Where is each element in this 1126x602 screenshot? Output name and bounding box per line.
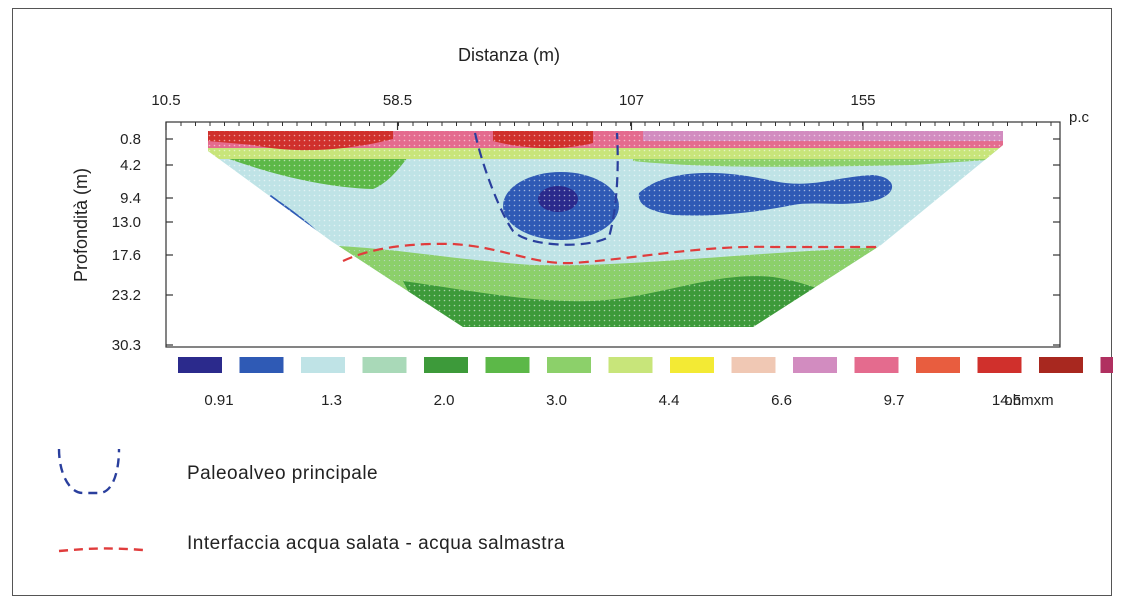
plot-border <box>165 121 1061 348</box>
colorbar-unit: ohmxm <box>1004 392 1053 409</box>
colorbar-swatch <box>547 357 591 373</box>
y-tick-label: 17.6 <box>112 247 141 264</box>
y-axis-title: Profondità (m) <box>71 168 91 282</box>
y-tick-label: 4.2 <box>120 157 141 174</box>
colorbar-swatch <box>178 357 222 373</box>
colorbar-swatch <box>977 357 1022 373</box>
x-tick-label: 155 <box>850 92 875 109</box>
colorbar-swatch <box>1100 357 1126 373</box>
legend-label-paleoalveo: Paleoalveo principale <box>187 463 378 484</box>
colorbar-label: 4.4 <box>659 392 680 409</box>
x-tick-label: 107 <box>619 92 644 109</box>
legend-label-interface: Interfaccia acqua salata - acqua salmast… <box>187 533 565 554</box>
y-tick-label: 23.2 <box>112 287 141 304</box>
colorbar-swatch <box>854 357 899 373</box>
x-axis-title: Distanza (m) <box>458 45 560 65</box>
colorbar-label: 3.0 <box>546 392 567 409</box>
colorbar-label: 0.91 <box>204 392 233 409</box>
colorbar-swatch <box>1039 357 1083 373</box>
x-axis-ticks: 10.5 58.5 107 155 <box>151 92 1052 130</box>
resistivity-section-chart: Distanza (m) Profondità (m) 10.5 58.5 107 1… <box>57 45 1126 554</box>
interface-line-icon <box>58 547 144 553</box>
colorbar <box>178 357 1126 373</box>
y-tick-label: 0.8 <box>120 131 141 148</box>
colorbar-labels: 0.91 1.3 2.0 3.0 4.4 6.6 9.7 14.5 <box>204 392 1021 409</box>
colorbar-swatch <box>301 357 345 373</box>
y-tick-label: 13.0 <box>112 214 141 231</box>
y-tick-label: 30.3 <box>112 337 141 354</box>
colorbar-swatch <box>670 357 714 373</box>
surface-label: p.c <box>1069 109 1090 126</box>
colorbar-label: 1.3 <box>321 392 342 409</box>
colorbar-swatch <box>793 357 837 373</box>
salt-brackish-interface-line <box>342 242 879 265</box>
colorbar-label: 2.0 <box>434 392 455 409</box>
y-tick-label: 9.4 <box>120 190 141 207</box>
colorbar-swatch <box>916 357 960 373</box>
x-tick-label: 10.5 <box>151 92 180 109</box>
colorbar-swatch <box>362 357 407 373</box>
colorbar-swatch <box>424 357 468 373</box>
colorbar-label: 6.6 <box>771 392 792 409</box>
colorbar-label: 9.7 <box>884 392 905 409</box>
y-axis-ticks: 0.8 4.2 9.4 13.0 17.6 23.2 30.3 <box>112 131 1060 354</box>
colorbar-swatch <box>239 357 284 373</box>
legend: Paleoalveo principale Interfaccia acqua … <box>57 448 565 554</box>
resistivity-section <box>208 131 1003 327</box>
colorbar-label: 14.5 <box>992 392 1021 409</box>
section-dots-overlay <box>208 131 1003 327</box>
figure-frame: Distanza (m) Profondità (m) 10.5 58.5 107 1… <box>12 8 1126 596</box>
x-tick-label: 58.5 <box>383 92 412 109</box>
colorbar-swatch <box>731 357 776 373</box>
colorbar-swatch <box>608 357 653 373</box>
paleoalveo-icon <box>57 448 121 495</box>
colorbar-swatch <box>485 357 530 373</box>
